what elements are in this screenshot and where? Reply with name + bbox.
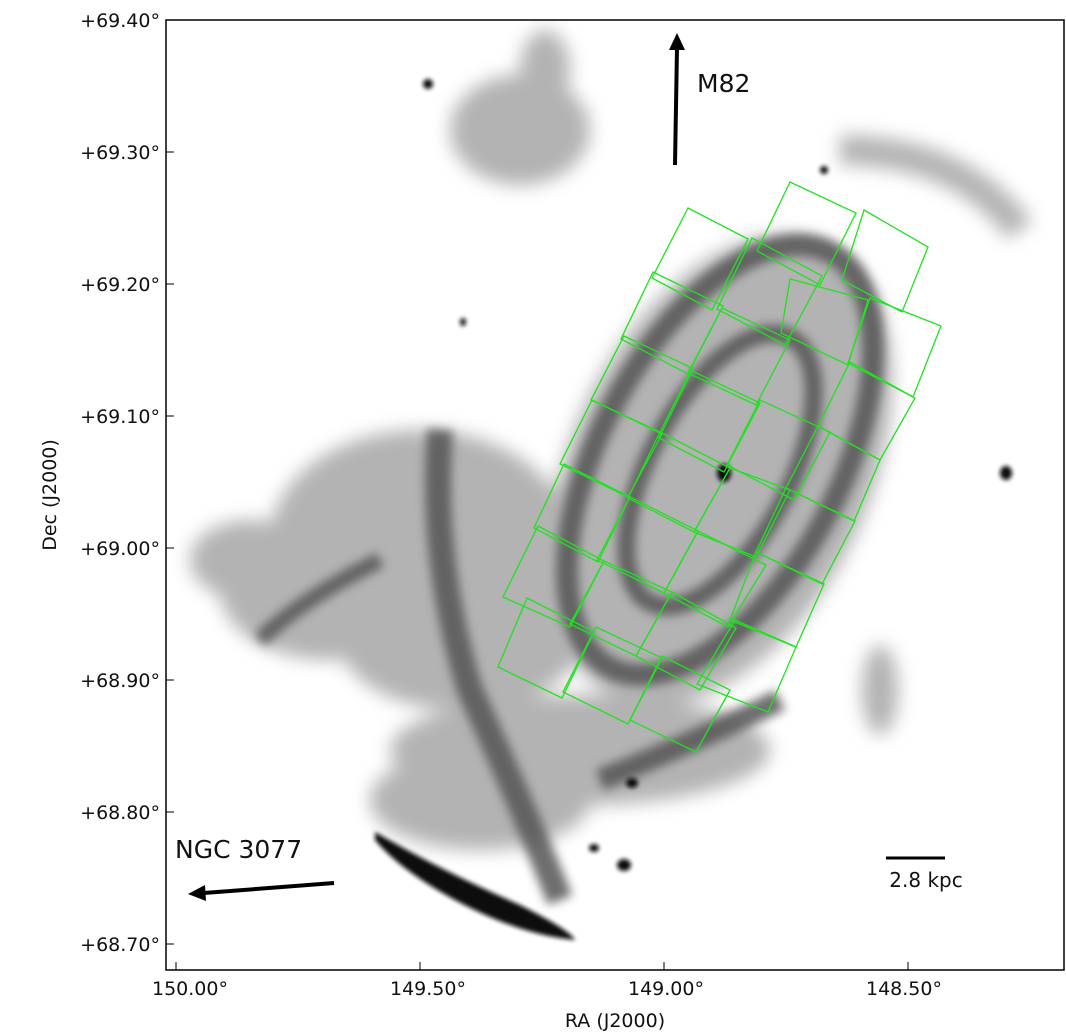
axis-ticks: [166, 19, 909, 970]
footprint-tile: [716, 237, 823, 346]
footprint-tile: [687, 307, 791, 406]
north-arrow: [669, 33, 685, 166]
y-tick-label: +69.10°: [80, 406, 160, 428]
footprint-tile: [533, 463, 631, 563]
footprint-tile: [726, 399, 831, 501]
x-tick-label: 150.00°: [152, 978, 228, 1000]
footprint-tile: [755, 487, 856, 585]
footprint-tile: [502, 525, 605, 628]
y-tick-label: +68.70°: [80, 934, 160, 956]
footprint-tile: [629, 655, 731, 753]
west-arrow-label: NGC 3077: [175, 835, 302, 864]
y-tick-label: +69.40°: [80, 10, 160, 32]
footprint-tile: [841, 209, 929, 313]
footprint-tile: [658, 370, 761, 473]
footprint-tile: [693, 467, 791, 558]
y-tick-label: +69.30°: [80, 142, 160, 164]
footprint-tile: [756, 181, 857, 286]
x-tick-label: 149.00°: [628, 978, 704, 1000]
footprint-tile: [663, 530, 767, 628]
x-tick-label: 148.50°: [866, 978, 942, 1000]
scale-bar-label: 2.8 kpc: [889, 868, 962, 892]
x-axis-label: RA (J2000): [565, 1010, 665, 1032]
y-axis-label: Dec (J2000): [39, 439, 61, 551]
west-arrow: [188, 881, 335, 901]
x-tick-label: 149.50°: [390, 978, 466, 1000]
footprint-tiles: [497, 181, 942, 753]
footprint-tile: [562, 626, 663, 725]
y-tick-label: +68.80°: [80, 802, 160, 824]
footprint-tile: [696, 619, 797, 713]
y-tick-label: +69.00°: [80, 538, 160, 560]
north-arrow-label: M82: [697, 69, 750, 98]
plot-frame: [165, 19, 1065, 971]
y-tick-label: +69.20°: [80, 274, 160, 296]
footprint-tile: [651, 207, 749, 311]
footprint-tile: [635, 591, 737, 691]
footprint-tile: [497, 597, 595, 699]
y-tick-label: +68.90°: [80, 670, 160, 692]
footprint-tile: [620, 271, 724, 375]
